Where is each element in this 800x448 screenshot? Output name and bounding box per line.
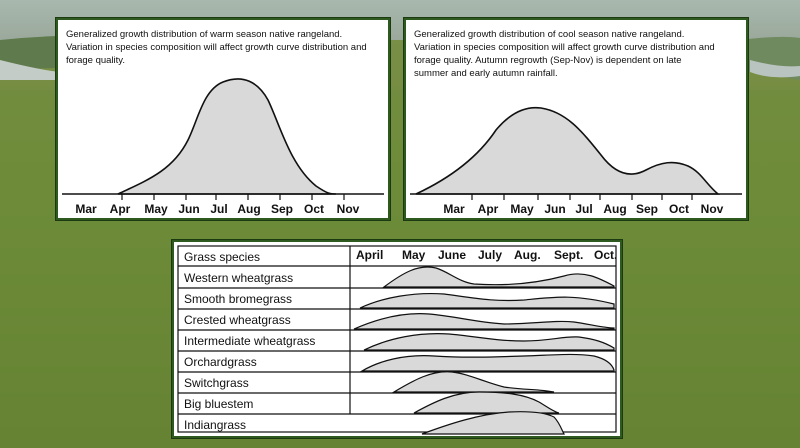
table-row-label: Big bluestem — [184, 397, 254, 411]
crested-wheatgrass-profile — [353, 313, 615, 330]
table-month: April — [356, 248, 384, 262]
table-month: Oct. — [594, 248, 618, 262]
big-bluestem-profile — [413, 391, 560, 414]
intermediate-wheatgrass-profile — [363, 333, 615, 351]
warm-month-label: Aug — [237, 202, 261, 216]
cool-month-label: Jun — [544, 202, 566, 216]
table-row-label: Indiangrass — [184, 418, 247, 432]
table-month: July — [478, 248, 503, 262]
warm-season-caption: Generalized growth distribution of warm … — [66, 28, 386, 67]
switchgrass-profile — [391, 371, 555, 393]
table-month: Aug. — [514, 248, 541, 262]
cool-caption-line: Generalized growth distribution of cool … — [414, 29, 685, 40]
warm-caption-line: Generalized growth distribution of warm … — [66, 29, 343, 40]
table-row-label: Switchgrass — [184, 376, 249, 390]
table-header-grass-species: Grass species — [184, 250, 261, 264]
warm-month-label: Apr — [109, 202, 131, 216]
cool-caption-line: Variation in species composition will af… — [414, 42, 715, 53]
table-row-label: Smooth bromegrass — [184, 292, 293, 306]
table-row-label: Crested wheatgrass — [184, 313, 291, 327]
table-month: June — [438, 248, 467, 262]
cool-month-label: Sep — [635, 202, 659, 216]
cool-month-label: Jul — [575, 202, 593, 216]
cool-month-label: Apr — [477, 202, 499, 216]
cool-season-growth-curve — [410, 106, 742, 200]
western-wheatgrass-profile — [382, 266, 615, 288]
table-row-label: Intermediate wheatgrass — [184, 334, 316, 348]
warm-month-label: May — [144, 202, 168, 216]
warm-caption-line: Variation in species composition will af… — [66, 42, 367, 53]
cool-month-label: Aug — [603, 202, 627, 216]
cool-season-panel: Generalized growth distribution of cool … — [404, 18, 748, 220]
cool-month-label: Oct — [668, 202, 690, 216]
warm-month-label: Jul — [210, 202, 228, 216]
table-row-label: Orchardgrass — [184, 355, 257, 369]
table-row-label: Western wheatgrass — [184, 271, 294, 285]
warm-caption-line: forage quality. — [66, 55, 125, 66]
grass-species-table: Grass species April May June July Aug. S… — [172, 240, 622, 438]
warm-month-label: Oct — [303, 202, 325, 216]
indiangrass-profile — [421, 411, 565, 435]
table-month: Sept. — [554, 248, 584, 262]
cool-month-label: May — [510, 202, 534, 216]
warm-month-label: Jun — [178, 202, 200, 216]
cool-month-label: Nov — [700, 202, 724, 216]
orchardgrass-profile — [359, 353, 615, 372]
warm-month-label: Nov — [336, 202, 360, 216]
cool-caption-line: forage quality. Autumn regrowth (Sep-Nov… — [414, 55, 682, 66]
smooth-bromegrass-profile — [359, 293, 615, 309]
table-month: May — [402, 248, 426, 262]
species-growth-table — [177, 245, 617, 435]
warm-season-growth-curve — [62, 78, 384, 200]
cool-caption-line: summer and early autumn rainfall. — [414, 68, 558, 79]
warm-month-label: Mar — [75, 202, 97, 216]
cool-season-caption: Generalized growth distribution of cool … — [414, 28, 744, 80]
cool-month-label: Mar — [443, 202, 465, 216]
warm-month-label: Sep — [270, 202, 294, 216]
warm-season-panel: Generalized growth distribution of warm … — [56, 18, 390, 220]
